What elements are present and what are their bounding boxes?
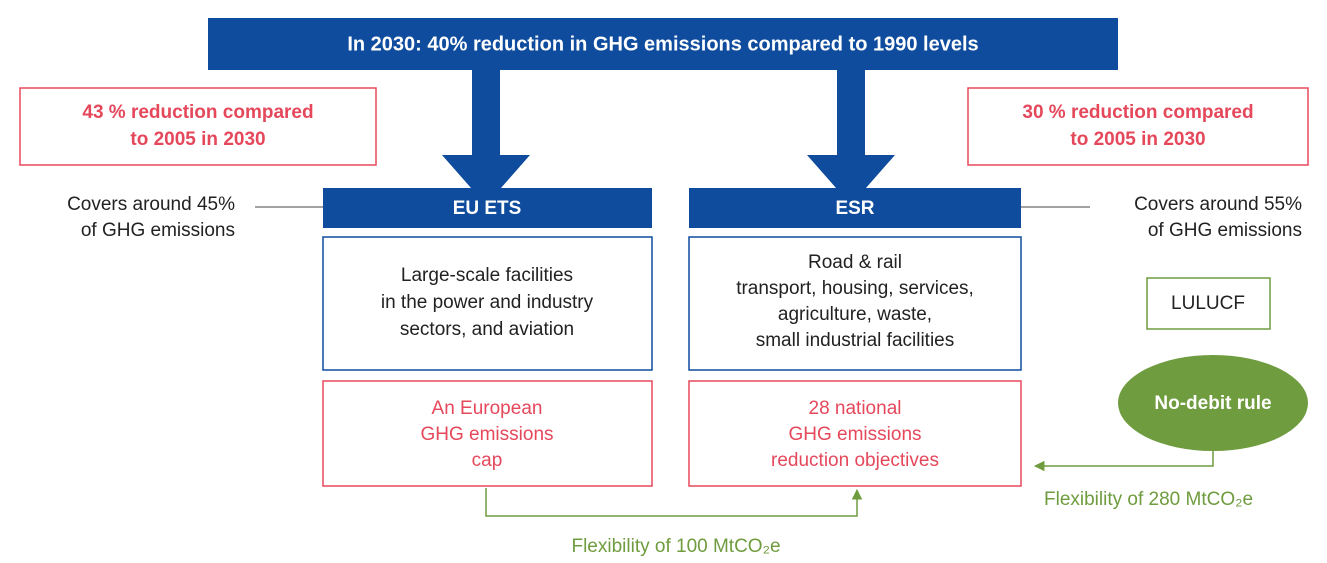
- cap: cap: [472, 450, 503, 471]
- flex-arrow: [485, 488, 863, 517]
- arrow: [442, 70, 530, 205]
- banner: In 2030: 40% reduction in GHG emissions …: [347, 33, 978, 55]
- no-debit-ellipse: [1118, 355, 1308, 451]
- coverage: Covers around 55%: [1134, 194, 1302, 215]
- scope: agriculture, waste,: [778, 304, 932, 325]
- flex-label: Flexibility of 280 MtCO₂e: [1044, 489, 1253, 510]
- header-box: [323, 188, 652, 228]
- target: to 2005 in 2030: [1070, 129, 1205, 150]
- cap: GHG emissions: [788, 424, 921, 445]
- scope-box: [688, 236, 1022, 371]
- scope: transport, housing, services,: [736, 278, 974, 299]
- lulucf-box: [1146, 277, 1271, 330]
- coverage: of GHG emissions: [1148, 220, 1302, 241]
- arrow: [807, 70, 895, 205]
- flex-label: Flexibility of 100 MtCO₂e: [571, 536, 780, 557]
- cap-box: [688, 380, 1022, 487]
- scope: sectors, and aviation: [400, 319, 574, 340]
- scope-box: [322, 236, 653, 371]
- scope: Large-scale facilities: [401, 265, 573, 286]
- target-box: [967, 87, 1309, 166]
- cap: An European: [432, 398, 543, 419]
- no-debit: No-debit rule: [1154, 393, 1271, 414]
- cap-box: [322, 380, 653, 487]
- header: EU ETS: [453, 198, 522, 219]
- coverage: of GHG emissions: [81, 220, 235, 241]
- cap: GHG emissions: [420, 424, 553, 445]
- target: 30 % reduction compared: [1022, 102, 1253, 123]
- flex-arrow: [1033, 451, 1214, 472]
- lulucf: LULUCF: [1171, 293, 1245, 314]
- cap: reduction objectives: [771, 450, 939, 471]
- scope: in the power and industry: [381, 292, 594, 313]
- header-box: [689, 188, 1021, 228]
- arrows: [442, 70, 895, 205]
- header: ESR: [835, 198, 874, 219]
- target: 43 % reduction compared: [82, 102, 313, 123]
- cap: 28 national: [809, 398, 902, 419]
- target: to 2005 in 2030: [130, 129, 265, 150]
- scope: small industrial facilities: [756, 330, 955, 351]
- coverage: Covers around 45%: [67, 194, 235, 215]
- scope: Road & rail: [808, 252, 902, 273]
- banner-box: [208, 18, 1118, 70]
- target-box: [19, 87, 377, 166]
